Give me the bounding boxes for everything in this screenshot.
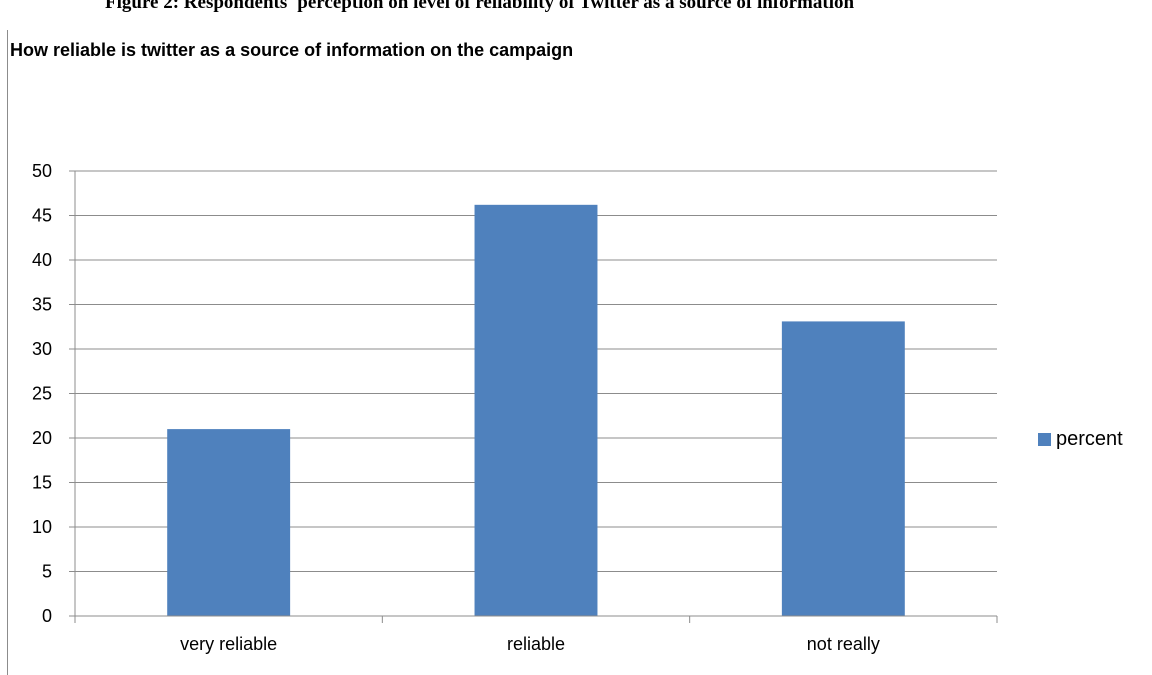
y-tick-label: 0 <box>42 606 52 626</box>
page-border-line <box>7 30 8 675</box>
y-tick-label: 15 <box>32 473 52 493</box>
x-tick-label: reliable <box>507 634 565 654</box>
bars <box>167 204 905 616</box>
bar-very-reliable <box>167 429 291 616</box>
y-tick-label: 25 <box>32 384 52 404</box>
x-tick-label: not really <box>807 634 880 654</box>
tick-labels: 0 5 10 15 20 25 30 35 40 45 50 very reliable reliabl… <box>32 161 880 654</box>
bar-not-really <box>781 321 905 616</box>
legend-swatch <box>1038 433 1051 446</box>
legend-label: percent <box>1056 428 1123 450</box>
document-caption: Figure 2: Respondents' perception on lev… <box>105 0 855 13</box>
y-tick-label: 20 <box>32 428 52 448</box>
y-tick-label: 45 <box>32 206 52 226</box>
y-tick-label: 5 <box>42 562 52 582</box>
axes <box>69 171 998 623</box>
x-tick-label: very reliable <box>180 634 277 654</box>
y-tick-label: 50 <box>32 161 52 181</box>
y-tick-label: 10 <box>32 517 52 537</box>
chart-title: How reliable is twitter as a source of i… <box>10 40 574 60</box>
bar-reliable <box>474 204 598 616</box>
y-tick-label: 35 <box>32 295 52 315</box>
y-tick-label: 30 <box>32 339 52 359</box>
legend: percent <box>1038 428 1123 451</box>
y-tick-label: 40 <box>32 250 52 270</box>
